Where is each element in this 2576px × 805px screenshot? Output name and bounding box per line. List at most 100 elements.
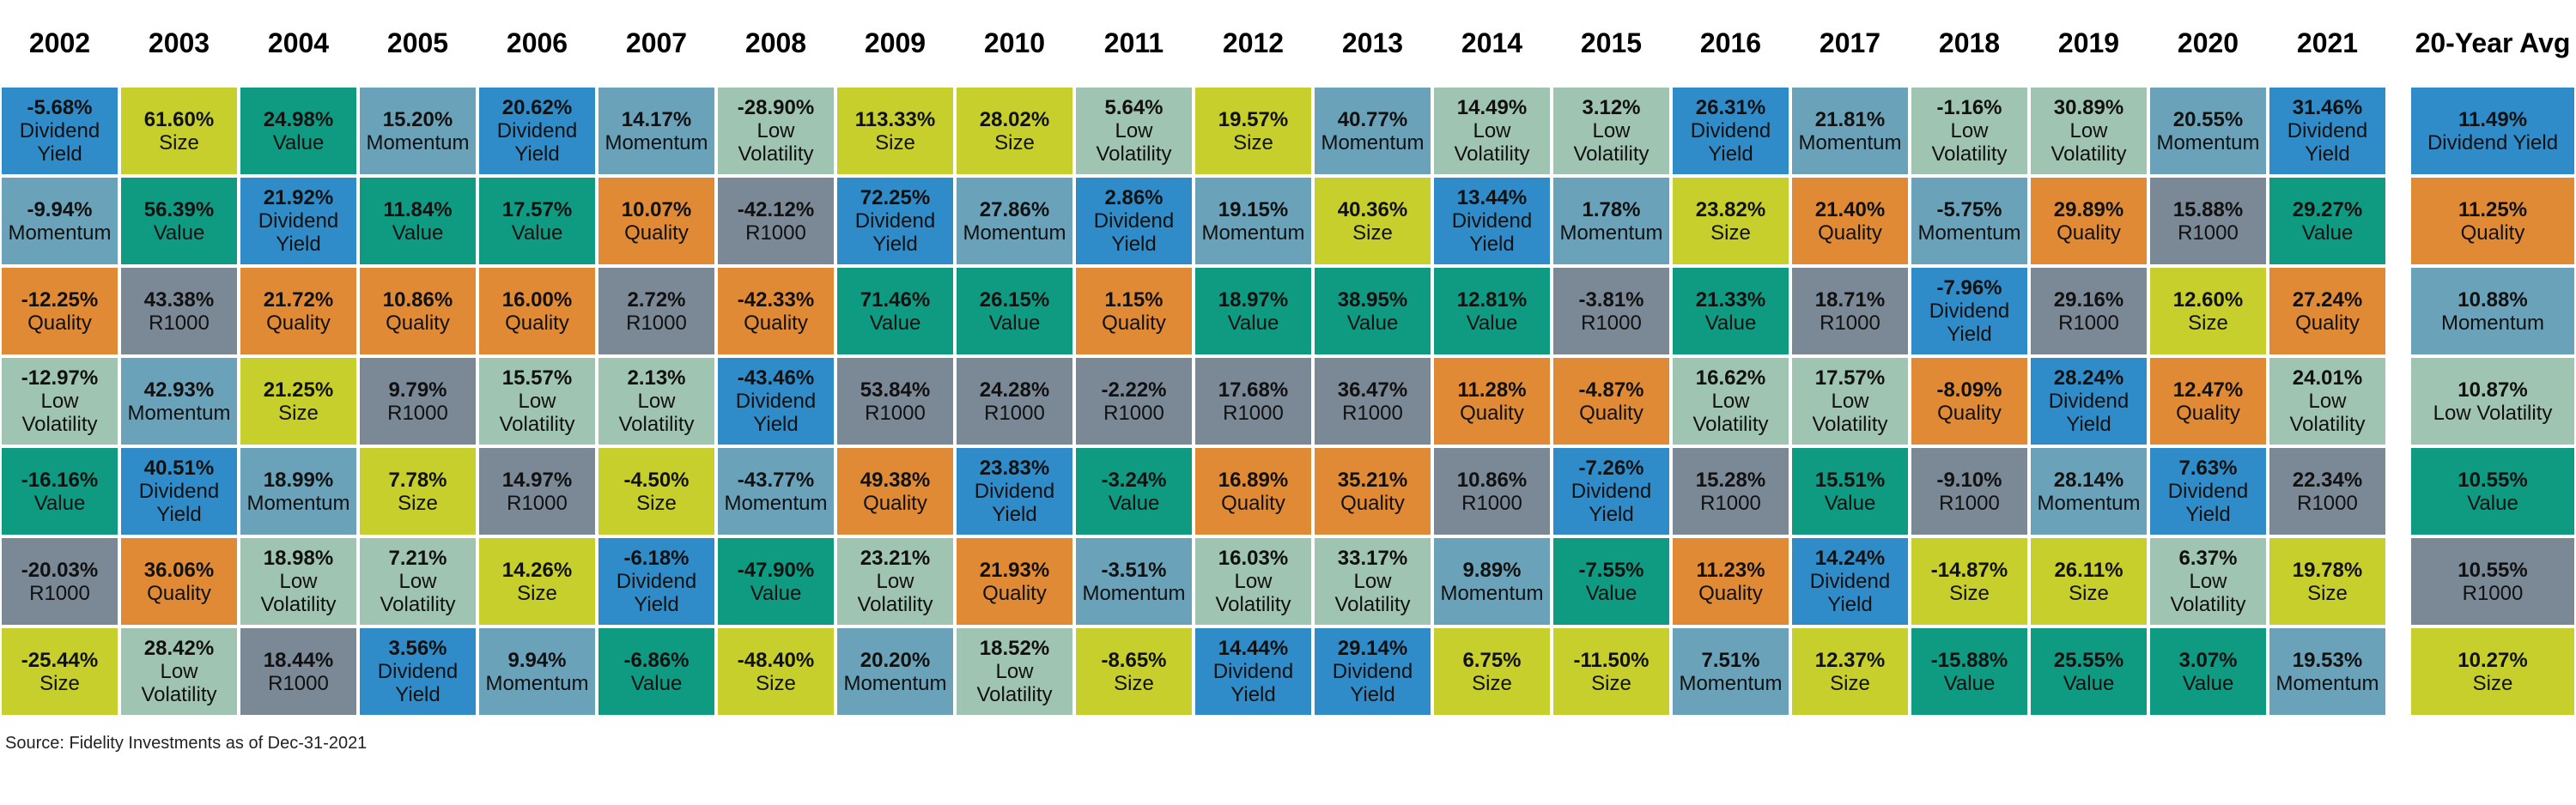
return-value: 12.60%: [2172, 288, 2244, 312]
factor-label: R1000: [149, 311, 210, 335]
factor-label: Value: [1227, 311, 1279, 335]
return-cell: 40.36% Size: [1313, 176, 1432, 266]
return-cell: 17.57% Value: [477, 176, 597, 266]
return-cell: 40.51% Dividend Yield: [119, 446, 239, 536]
return-cell: 19.15% Momentum: [1194, 176, 1313, 266]
factor-label: Momentum: [2037, 491, 2141, 515]
return-cell: 7.21% Low Volatility: [358, 536, 477, 626]
return-value: 28.02%: [979, 107, 1050, 131]
factor-label: Momentum: [1559, 221, 1663, 245]
return-value: 27.86%: [979, 197, 1050, 221]
factor-label: R1000: [1581, 311, 1642, 335]
return-cell: 6.75% Size: [1432, 626, 1552, 717]
return-value: 36.47%: [1337, 378, 1408, 402]
return-value: 7.21%: [388, 547, 447, 570]
return-cell: -4.87% Quality: [1552, 356, 1671, 446]
return-cell: 27.86% Momentum: [955, 176, 1074, 266]
return-value: 16.89%: [1218, 468, 1289, 492]
return-value: 17.57%: [501, 197, 573, 221]
return-cell: -42.33% Quality: [716, 266, 835, 356]
return-cell: -20.03% R1000: [0, 536, 119, 626]
factor-label: Value: [988, 311, 1041, 335]
return-cell: 24.01% Low Volatility: [2268, 356, 2387, 446]
return-cell: 49.38% Quality: [835, 446, 955, 536]
factor-label: R1000: [1700, 491, 1761, 515]
return-value: 16.00%: [501, 288, 573, 312]
return-cell: 11.28% Quality: [1432, 356, 1552, 446]
return-value: -5.68%: [27, 96, 93, 119]
return-cell: 19.78% Size: [2268, 536, 2387, 626]
return-value: 18.99%: [263, 468, 334, 492]
factor-label: Momentum: [485, 671, 589, 695]
return-cell: 18.97% Value: [1194, 266, 1313, 356]
factor-label: Momentum: [1917, 221, 2021, 245]
factor-label: Dividend Yield: [258, 209, 339, 256]
return-cell: 31.46% Dividend Yield: [2268, 86, 2387, 176]
return-cell: 18.44% R1000: [239, 626, 358, 717]
return-cell: 16.03% Low Volatility: [1194, 536, 1313, 626]
factor-label: Size: [875, 130, 915, 154]
factor-label: Dividend Yield: [1212, 660, 1294, 706]
factor-label: Value: [1466, 311, 1518, 335]
return-value: 16.03%: [1218, 547, 1289, 570]
factor-label: R1000: [2178, 221, 2239, 245]
return-value: 26.11%: [2054, 558, 2123, 582]
return-cell: -7.26% Dividend Yield: [1552, 446, 1671, 536]
factor-label: R1000: [29, 581, 90, 605]
return-value: 2.13%: [627, 366, 686, 390]
column-header: 2002: [28, 27, 91, 58]
factor-label: Dividend Yield: [496, 119, 578, 166]
factor-label: Dividend Yield: [974, 480, 1055, 526]
return-value: 24.28%: [979, 378, 1050, 402]
return-value: 33.17%: [1337, 547, 1408, 570]
return-cell: 12.60% Size: [2148, 266, 2268, 356]
return-cell: -7.55% Value: [1552, 536, 1671, 626]
factor-label: Size: [636, 491, 677, 515]
return-cell: 29.16% R1000: [2029, 266, 2148, 356]
return-cell: -11.50% Size: [1552, 626, 1671, 717]
return-value: 29.16%: [2053, 288, 2124, 312]
return-value: -1.16%: [1936, 96, 2002, 119]
return-value: 17.68%: [1218, 378, 1289, 402]
factor-label: Value: [630, 671, 683, 695]
return-cell: 18.99% Momentum: [239, 446, 358, 536]
return-cell: 38.95% Value: [1313, 266, 1432, 356]
factor-label: Quality: [863, 491, 927, 515]
return-cell: 40.77% Momentum: [1313, 86, 1432, 176]
return-cell: 10.86% Quality: [358, 266, 477, 356]
factor-label: Low Volatility: [260, 570, 337, 616]
return-cell: 12.47% Quality: [2148, 356, 2268, 446]
return-value: 56.39%: [143, 197, 215, 221]
factor-label: Momentum: [8, 221, 112, 245]
return-cell: -43.46% Dividend Yield: [716, 356, 835, 446]
return-value: -7.55%: [1578, 558, 1644, 582]
return-value: -12.97%: [21, 366, 99, 390]
return-value: 1.15%: [1104, 288, 1163, 312]
factor-label: Size: [159, 130, 199, 154]
return-cell: 2.13% Low Volatility: [597, 356, 716, 446]
factor-label: Quality: [1221, 491, 1285, 515]
return-cell: -7.96% Dividend Yield: [1910, 266, 2029, 356]
return-value: -8.09%: [1936, 378, 2002, 402]
return-cell: 26.11% Size: [2029, 536, 2148, 626]
return-cell: 43.38% R1000: [119, 266, 239, 356]
factor-label: Value: [2063, 671, 2115, 695]
return-value: 10.88%: [2458, 288, 2528, 312]
return-value: 2.72%: [627, 288, 686, 312]
return-value: 20.55%: [2172, 107, 2244, 131]
source-note: Source: Fidelity Investments as of Dec-3…: [5, 734, 368, 753]
factor-label: R1000: [1223, 401, 1284, 425]
factor-label: Dividend Yield: [2048, 390, 2129, 436]
column-header: 2021: [2296, 27, 2359, 58]
factor-label: Dividend Yield: [1451, 209, 1533, 256]
factor-label: Momentum: [1201, 221, 1305, 245]
return-value: 9.79%: [388, 378, 447, 402]
factor-label: Quality: [2460, 221, 2525, 245]
factor-label: R1000: [2462, 581, 2524, 605]
return-value: 29.14%: [1337, 637, 1408, 660]
factor-label: Dividend Yield: [138, 480, 220, 526]
factor-label: Momentum: [724, 491, 828, 515]
factor-label: Quality: [982, 581, 1047, 605]
return-value: 26.31%: [1695, 96, 1766, 119]
return-cell: -25.44% Size: [0, 626, 119, 717]
